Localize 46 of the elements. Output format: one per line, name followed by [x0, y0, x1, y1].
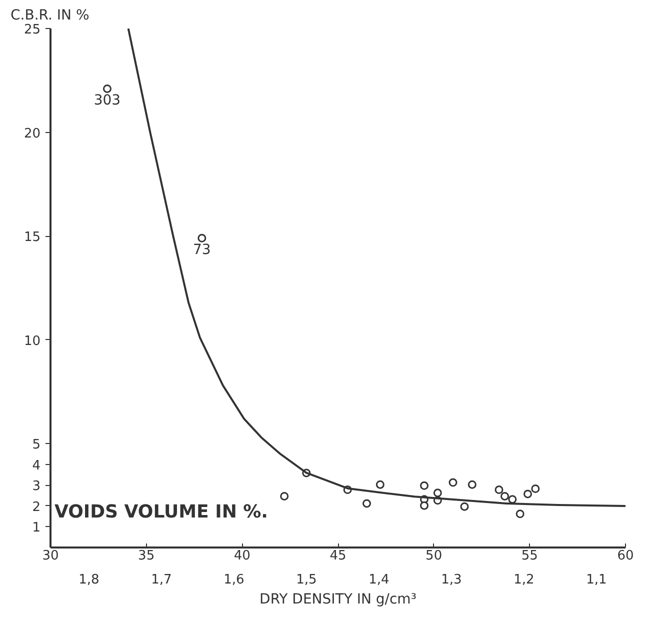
x-tick-label: 30	[42, 548, 59, 564]
point	[516, 510, 524, 518]
point	[508, 495, 517, 504]
y-tick-label: 5	[32, 438, 41, 453]
x2-tick-label: 1,5	[296, 572, 317, 588]
x-tick-label: 55	[521, 548, 538, 564]
y-tick-label: 10	[24, 334, 41, 349]
point	[420, 481, 428, 490]
x2-tick-label: 1,6	[224, 572, 244, 588]
x-tick-label: 50	[426, 548, 442, 564]
annotation: 73	[193, 242, 211, 258]
y-tick-label: 2	[32, 500, 41, 515]
x-tick-label: 40	[234, 548, 250, 564]
point	[524, 490, 532, 498]
point	[280, 492, 289, 500]
x2-tick-label: 1,7	[151, 572, 172, 588]
point	[448, 478, 458, 487]
y-tick-label: 15	[24, 230, 41, 246]
x2-tick-label: 1,1	[586, 572, 607, 588]
x2-tick-label: 1,4	[368, 572, 390, 588]
point	[494, 486, 504, 494]
x-tick-label: 35	[138, 548, 155, 564]
x-tick-label: 60	[617, 548, 634, 564]
point	[500, 492, 509, 500]
y-axis-title: C.B.R. IN %	[10, 8, 90, 24]
point	[376, 480, 384, 489]
x-tick-label: 45	[330, 548, 346, 564]
point	[468, 480, 476, 489]
point	[531, 484, 540, 493]
x-axis-title: VOIDS VOLUME IN %.	[54, 502, 268, 523]
y-tick-label: 20	[24, 126, 41, 142]
annotation: 303	[94, 92, 121, 109]
point	[420, 501, 428, 510]
point	[433, 488, 442, 498]
y-tick-label: 1	[32, 520, 41, 536]
y-tick-label: 3	[32, 479, 41, 494]
point	[362, 499, 371, 508]
x2-tick-label: 1,3	[441, 572, 462, 588]
x2-axis-title: DRY DENSITY IN g/cm³	[260, 592, 416, 608]
point	[460, 502, 469, 511]
point	[198, 234, 206, 242]
x2-tick-label: 1,2	[514, 572, 534, 588]
y-tick-label: 25	[24, 22, 41, 38]
point	[102, 84, 112, 93]
y-tick-label: 4	[32, 458, 41, 474]
x2-tick-label: 1,8	[78, 572, 100, 588]
